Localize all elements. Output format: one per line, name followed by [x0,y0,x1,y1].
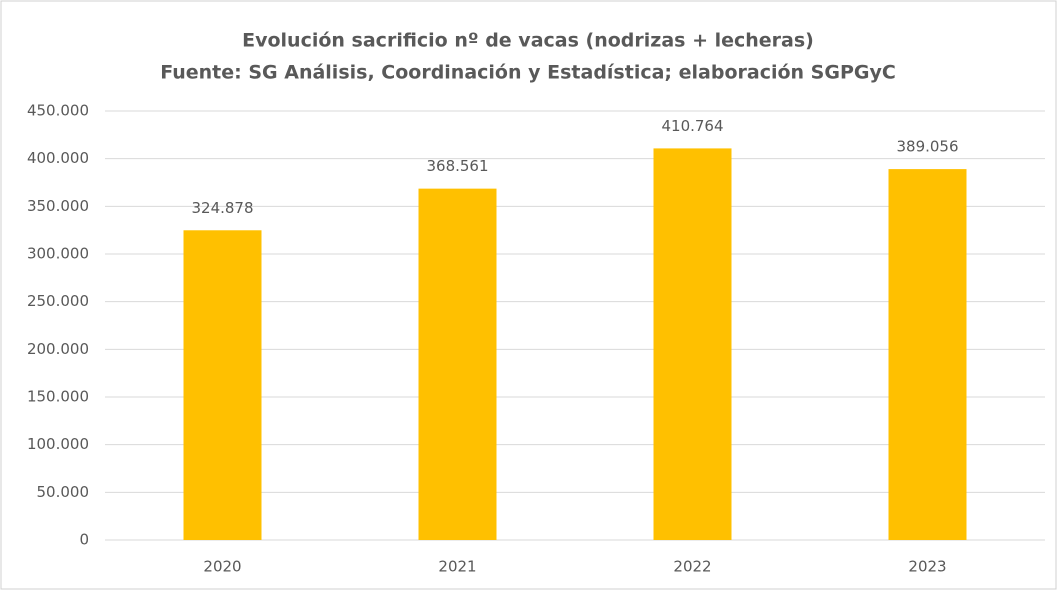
bar [888,169,967,540]
y-tick-label: 0 [79,531,89,549]
y-tick-label: 250.000 [27,292,89,310]
y-tick-label: 350.000 [27,197,89,215]
data-label: 410.764 [661,117,723,135]
x-tick-label: 2022 [673,558,711,576]
data-label: 368.561 [426,157,488,175]
y-tick-label: 200.000 [27,340,89,358]
y-tick-label: 150.000 [27,388,89,406]
y-tick-label: 100.000 [27,435,89,453]
y-tick-label: 450.000 [27,102,89,120]
chart-title: Evolución sacrificio nº de vacas (nodriz… [242,30,814,52]
y-tick-label: 300.000 [27,245,89,263]
bar [418,188,497,540]
y-tick-label: 50.000 [37,483,90,501]
x-tick-label: 2021 [438,558,476,576]
y-tick-label: 400.000 [27,149,89,167]
data-label: 389.056 [896,138,958,156]
x-tick-label: 2023 [908,558,946,576]
chart-subtitle: Fuente: SG Análisis, Coordinación y Esta… [160,62,896,84]
bar [653,148,732,541]
x-tick-label: 2020 [203,558,241,576]
bar [183,230,262,541]
data-label: 324.878 [191,199,253,217]
